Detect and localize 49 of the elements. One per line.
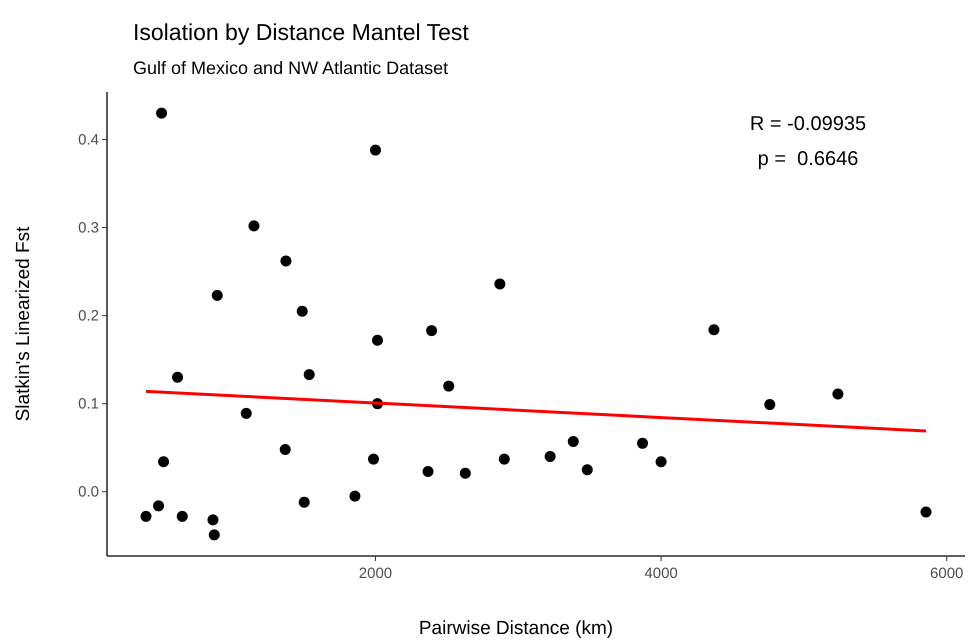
point [349, 490, 360, 502]
point [207, 514, 218, 526]
point [212, 290, 223, 301]
y-tick-label: 0.4 [78, 132, 99, 149]
y-tick-label: 0.2 [78, 308, 99, 325]
point [248, 220, 260, 232]
y-tick-label: 0.1 [78, 396, 99, 413]
point [582, 464, 593, 476]
point [460, 468, 471, 479]
point [764, 399, 776, 410]
point [172, 372, 184, 383]
point [280, 444, 291, 455]
x-tick-label: 4000 [644, 565, 678, 582]
point [637, 438, 648, 449]
chart-subtitle: Gulf of Mexico and NW Atlantic Dataset [133, 58, 448, 78]
x-tick-label: 6000 [930, 565, 964, 582]
point [832, 388, 844, 400]
y-tick-label: 0.0 [78, 484, 99, 501]
point [544, 451, 556, 462]
point [298, 496, 310, 508]
point [176, 510, 188, 522]
chart-title: Isolation by Distance Mantel Test [133, 19, 470, 45]
point [426, 325, 438, 336]
point [208, 529, 220, 540]
annotation: p = 0.6646 [758, 148, 858, 170]
point [568, 436, 579, 448]
point [156, 108, 168, 119]
point [368, 454, 379, 465]
point [240, 408, 252, 419]
point [153, 500, 164, 512]
point [443, 380, 454, 392]
point [920, 506, 932, 518]
annotation: R = -0.09935 [750, 113, 866, 135]
point [296, 306, 308, 317]
point [304, 369, 315, 380]
point [280, 256, 292, 267]
x-axis-title: Pairwise Distance (km) [418, 618, 614, 639]
point [656, 456, 667, 468]
y-axis-title: Slatkin's Linearized Fst [13, 226, 34, 422]
point [158, 456, 170, 468]
point [422, 466, 434, 477]
point [372, 334, 383, 346]
point [708, 324, 720, 336]
x-tick-label: 2000 [358, 565, 392, 582]
point [140, 510, 152, 522]
y-tick-label: 0.3 [78, 220, 99, 237]
point [498, 454, 510, 465]
point [494, 278, 506, 290]
point [370, 144, 381, 156]
